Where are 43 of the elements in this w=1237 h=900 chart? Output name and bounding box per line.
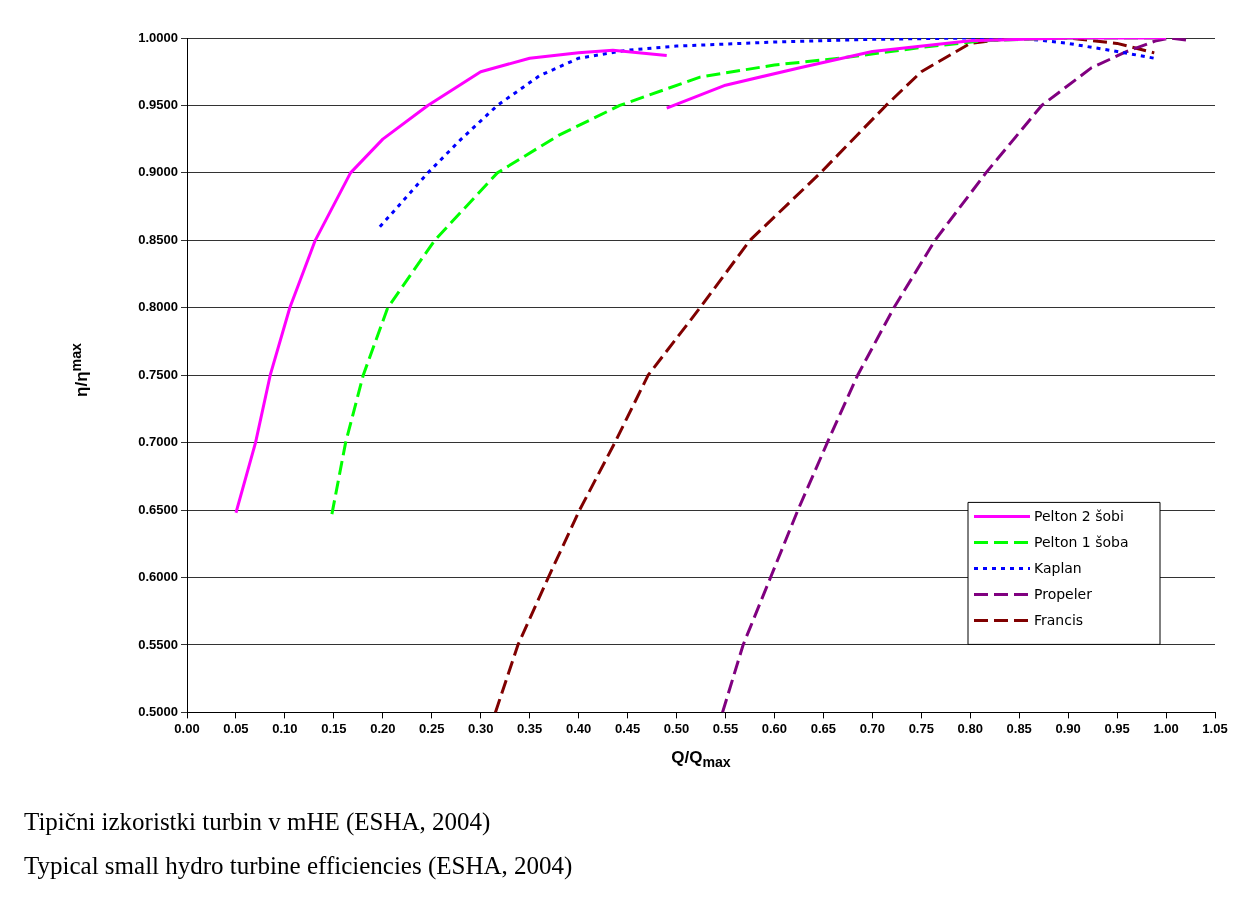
x-axis-title: Q/Q$_{max}$ [671, 748, 731, 771]
x-tick-label: 0.50 [663, 720, 690, 736]
y-tick-label: 0.8500 [138, 231, 178, 247]
legend-label: Pelton 1 šoba [1034, 534, 1129, 551]
x-tick-label: 0.65 [810, 720, 837, 736]
x-tick-label: 0.80 [957, 720, 983, 736]
legend-label: Propeler [1034, 586, 1093, 603]
x-tick-label: 1.05 [1202, 720, 1228, 736]
x-tick-label: 0.20 [370, 720, 396, 736]
x-tick-label: 0.75 [908, 720, 934, 736]
y-tick-label: 0.7000 [138, 434, 178, 450]
legend-label: Kaplan [1034, 560, 1082, 577]
y-tick-label: 0.5000 [138, 703, 178, 719]
x-tick-label: 0.90 [1055, 720, 1081, 736]
x-tick-label: 0.85 [1006, 720, 1032, 736]
y-tick-label: 0.9000 [138, 164, 178, 180]
x-tick-label: 0.45 [614, 720, 641, 736]
y-tick-label: 0.6500 [138, 501, 178, 517]
y-tick-label: 0.9500 [138, 97, 178, 113]
y-tick-label: 0.6000 [138, 569, 178, 585]
line-series [493, 38, 1156, 713]
text: Typical small hydro turbine efficiencies (ESHA, 2004) [24, 851, 573, 882]
x-tick-label: 0.95 [1104, 720, 1130, 736]
x-tick-label: 0.25 [419, 720, 445, 736]
x-tick-label: 0.35 [517, 720, 543, 736]
y-tick-label: 1.0000 [138, 29, 178, 45]
x-tick-label: 0.70 [859, 720, 885, 736]
x-tick-label: 0.10 [272, 720, 298, 736]
y-tick-label: 0.8000 [138, 299, 178, 315]
y-tick-label: 0.7500 [138, 366, 178, 382]
legend-label: Francis [1034, 612, 1084, 629]
x-tick-label: 0.05 [223, 720, 249, 736]
x-tick-label: 1.00 [1153, 720, 1179, 736]
x-tick-label: 0.60 [761, 720, 788, 736]
x-tick-label: 0.40 [565, 720, 592, 736]
x-tick-label: 0.15 [321, 720, 347, 736]
y-tick-label: 0.5500 [138, 636, 178, 652]
x-tick-label: 0.30 [468, 720, 494, 736]
legend-label: Pelton 2 šobi [1034, 508, 1124, 525]
text: Tipični izkoristki turbin v mHE (ESHA, 2004) [24, 807, 492, 838]
x-tick-label: 0.00 [174, 720, 200, 736]
x-tick-label: 0.55 [712, 720, 739, 736]
line-series [378, 38, 1156, 229]
